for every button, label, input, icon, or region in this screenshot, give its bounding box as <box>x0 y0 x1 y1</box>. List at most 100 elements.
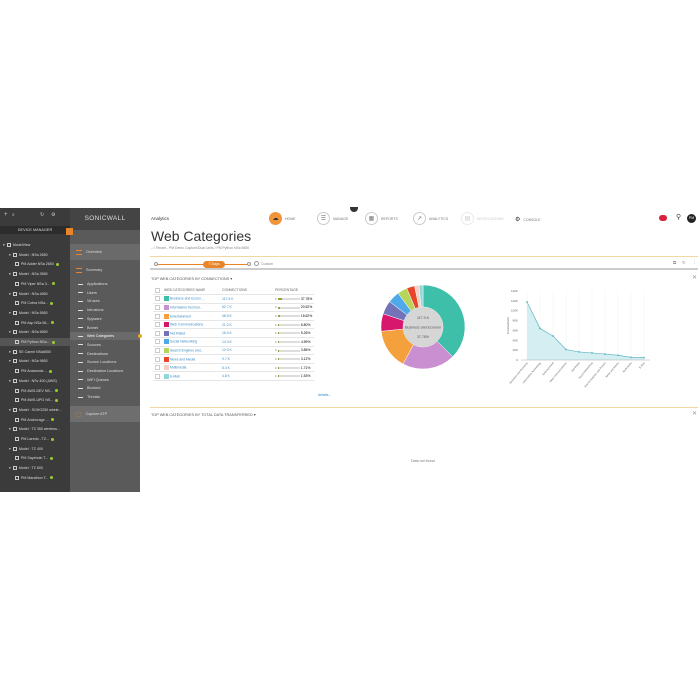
caret-icon[interactable]: ▾ <box>9 359 11 364</box>
tree-item[interactable]: ▾ Model : TZ 350 wireless... <box>0 425 60 433</box>
tree-item[interactable]: ▾ Model : TZ 600 <box>0 464 43 472</box>
tree-item[interactable]: ▾ Model : NSa 2650 <box>0 251 48 259</box>
search-icon[interactable]: ⌕ <box>275 331 277 336</box>
row-checkbox[interactable] <box>155 347 160 353</box>
row-checkbox[interactable] <box>155 313 160 319</box>
tree-item[interactable]: ▾ Model : NSa 4650 <box>0 290 48 298</box>
data-point[interactable] <box>539 327 541 330</box>
settings-icon[interactable]: ⚙ <box>51 212 56 218</box>
data-point[interactable] <box>565 348 567 351</box>
tree-item[interactable]: PM Anaconda ... <box>0 367 53 375</box>
nav-item[interactable]: Sources <box>78 341 101 349</box>
data-point[interactable] <box>630 356 632 359</box>
caret-icon[interactable]: ▾ <box>9 466 11 471</box>
tree-item[interactable]: ▾ Model : NSa 9650 <box>0 357 48 365</box>
panel2-header[interactable]: TOP WEB CATEGORIES BY TOTAL DATA TRANSFE… <box>151 413 256 417</box>
category-link[interactable]: Web Communications <box>169 322 204 327</box>
caret-icon[interactable]: ▾ <box>9 291 11 296</box>
console-button[interactable]: ⚙ CONSOLE <box>515 216 541 223</box>
nav-item[interactable]: Applications <box>78 280 107 288</box>
search-icon[interactable]: ⌕ <box>275 322 277 327</box>
tree-item[interactable]: ▾ Model : NSv 400 (AWS) <box>0 377 57 385</box>
connections-value[interactable]: 9.7 K <box>220 354 273 364</box>
nav-item[interactable]: Threats <box>78 393 100 401</box>
location-pin-icon[interactable]: ⚲ <box>676 214 682 221</box>
more-icon[interactable]: ⋮ <box>692 260 697 265</box>
details-link[interactable]: details... <box>318 393 332 397</box>
category-link[interactable]: Search Engines and... <box>169 348 204 353</box>
search-icon[interactable]: ⌕ <box>275 374 277 379</box>
connections-value[interactable]: 5.4 K <box>220 363 273 373</box>
data-point[interactable] <box>578 351 580 353</box>
nav-item[interactable]: Web Categories <box>70 332 142 341</box>
tree-item[interactable]: PM Viper NSa 3... <box>0 280 55 288</box>
table-row[interactable]: Search Engines and... 12.0 K ⌕ 3.85% <box>153 346 315 356</box>
caret-icon[interactable]: ▾ <box>3 243 5 247</box>
nav-item[interactable]: Destinations <box>78 350 108 358</box>
breadcrumb-path[interactable]: / Tenant - PM Demo Capture/Dual Units / … <box>154 246 250 250</box>
table-row[interactable]: Social Networking 14.3 K ⌕ 4.59% <box>153 337 315 347</box>
tree-item[interactable]: PM AWS-UPG NS... <box>0 396 59 404</box>
nav-item[interactable]: Users <box>78 289 97 297</box>
table-row[interactable]: E-Mail 4.8 K ⌕ 1.53% <box>153 371 315 382</box>
caret-icon[interactable]: ▾ <box>9 252 11 257</box>
nav-item[interactable]: Spyware <box>78 315 102 323</box>
connections-value[interactable]: 14.3 K <box>220 337 273 347</box>
nav-capture-atp[interactable]: ⬚ Capture ATP <box>70 406 140 422</box>
caret-icon[interactable]: ▾ <box>9 427 11 432</box>
table-row[interactable]: Web Communications 21.2 K ⌕ 6.80% <box>153 320 315 330</box>
caret-icon[interactable]: ▾ <box>9 349 11 354</box>
table-row[interactable]: Entertainment 48.9 K ⌕ 15.62% <box>153 311 315 321</box>
category-link[interactable]: E-Mail <box>169 374 180 379</box>
nav-item[interactable]: WiFi Queues <box>78 376 109 384</box>
row-checkbox[interactable] <box>155 365 160 371</box>
nav-item[interactable]: Intrusions <box>78 306 103 314</box>
row-checkbox[interactable] <box>155 339 160 345</box>
data-point[interactable] <box>643 356 645 359</box>
table-row[interactable]: Business and Econo... 117.9 K ⌕ 37.78% <box>153 294 315 304</box>
search-icon[interactable]: ⌕ <box>275 296 277 301</box>
col-name[interactable]: WEB CATEGORIES NAME <box>162 286 220 296</box>
search-icon[interactable]: ⌕ <box>275 339 277 344</box>
tab-notifications[interactable]: ▤ NOTIFICATIONS <box>461 212 504 225</box>
refresh-icon[interactable]: ↻ <box>682 260 686 265</box>
search-icon[interactable]: ⌕ <box>275 365 277 370</box>
nav-item[interactable]: Botnet <box>78 324 98 332</box>
row-checkbox[interactable] <box>155 356 160 362</box>
table-row[interactable]: Information Technol... 62.7 K ⌕ 20.52% <box>153 303 315 313</box>
tree-item[interactable]: ▾ Model : SOHO250 wirele... <box>0 406 62 414</box>
data-point[interactable] <box>591 352 593 354</box>
tab-analytics[interactable]: ↗ ANALYTICS <box>413 212 448 225</box>
data-point[interactable] <box>617 354 619 357</box>
data-point[interactable] <box>604 353 606 355</box>
refresh-icon[interactable]: ↻ <box>40 212 45 218</box>
tree-item[interactable]: PM Adder NSa 2650 <box>0 260 59 268</box>
row-checkbox[interactable] <box>155 322 160 328</box>
nav-item[interactable]: Destination Locations <box>78 367 123 375</box>
search-icon[interactable]: ⌕ <box>275 357 277 362</box>
category-link[interactable]: Business and Econo... <box>169 296 204 301</box>
export-icon[interactable]: ⧉ <box>673 260 677 265</box>
home-icon[interactable]: ⌂ <box>151 246 154 250</box>
row-checkbox[interactable] <box>155 330 160 336</box>
tab-home[interactable]: ☁ HOME <box>269 212 296 225</box>
add-icon[interactable]: + <box>4 212 8 218</box>
tree-item[interactable]: PM Python NSa... <box>0 338 70 346</box>
connections-value[interactable]: 16.4 K <box>220 328 273 339</box>
category-link[interactable]: Social Networking <box>169 339 198 344</box>
tree-item[interactable]: PM Asp NSa 56... <box>0 319 55 327</box>
close-icon[interactable]: ✕ <box>692 275 698 281</box>
alerts-icon[interactable] <box>659 215 667 221</box>
category-link[interactable]: Not Rated <box>169 331 186 336</box>
tree-item[interactable]: ▾ Model : NSa 3650 <box>0 270 48 278</box>
nav-overview[interactable]: Overview <box>70 244 140 260</box>
search-icon[interactable]: ⌕ <box>275 348 277 353</box>
time-slider-track[interactable] <box>158 263 247 265</box>
table-row[interactable]: Not Rated 16.4 K ⌕ 5.26% <box>153 328 315 339</box>
tree-item[interactable]: ▾ SE Camel NSa6650 <box>0 348 51 356</box>
caret-icon[interactable]: ▾ <box>9 378 11 383</box>
search-icon[interactable]: ⌕ <box>12 212 15 218</box>
tab-manage[interactable]: ☰ MANAGE <box>317 212 348 225</box>
tree-item[interactable]: PM AWS-DEV NS... <box>0 387 58 395</box>
tree-item[interactable]: ▾ Model : NSa 6650 <box>0 328 48 336</box>
